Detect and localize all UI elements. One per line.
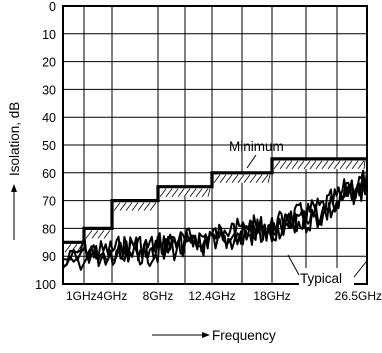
hatch-stroke: [97, 230, 105, 239]
hatch-stroke: [183, 188, 191, 197]
y-tick-label: 40: [42, 111, 56, 125]
hatch-stroke: [231, 174, 239, 184]
hatch-stroke: [249, 174, 257, 184]
hatch-clear: [214, 174, 270, 183]
x-axis-title: Frequency: [212, 328, 276, 343]
hatch-stroke: [345, 160, 353, 170]
hatch-stroke: [91, 230, 99, 239]
annotation-minimum: Minimum: [229, 139, 284, 154]
hatch-stroke: [279, 160, 287, 170]
hatch-stroke: [285, 160, 293, 170]
hatch-stroke: [339, 160, 347, 170]
hatch-stroke: [219, 174, 227, 184]
x-tick-label: 1GHz: [66, 289, 97, 303]
x-axis-arrow-head: [202, 332, 210, 338]
hatch-stroke: [261, 174, 269, 184]
hatch-stroke: [237, 174, 245, 184]
y-tick-label: 0: [49, 0, 56, 14]
hatch-stroke: [143, 202, 151, 211]
hatch-stroke: [309, 160, 317, 170]
annotation-typical-leader-right: [353, 261, 367, 278]
hatch-stroke: [207, 188, 211, 197]
plot-frame: [62, 5, 368, 285]
annotation-minimum-leader: [246, 154, 257, 169]
x-tick-label: 4GHz: [97, 289, 128, 303]
y-tick-label: 100: [35, 278, 56, 292]
hatch-stroke: [125, 202, 133, 211]
x-tick-label: 12.4GHz: [188, 289, 235, 303]
hatch-stroke: [177, 188, 185, 197]
annotation-typical-bg: [299, 268, 354, 286]
x-axis-title-group: Frequency: [152, 328, 276, 343]
hatch-stroke: [243, 174, 251, 184]
annotation-typical-leader-left: [287, 254, 300, 276]
hatch-stroke: [303, 160, 311, 170]
hatch-stroke: [351, 160, 359, 170]
series-minimum-line: [63, 157, 367, 244]
hatch-stroke: [189, 188, 197, 197]
hatch-stroke: [357, 160, 365, 170]
hatch-stroke: [159, 188, 167, 197]
hatch-clear: [160, 188, 210, 197]
tick-layer: 0 10 20 30 40 50 60 70 80 90 100 1GHz 4GHz 8GHz 12.4GH…: [35, 0, 382, 303]
y-tick-label: 30: [42, 83, 56, 97]
minimum-hatch-band: [64, 160, 366, 253]
hatch-stroke: [297, 160, 305, 170]
annotation-typical: Typical: [300, 271, 342, 286]
hatch-stroke: [64, 244, 72, 253]
hatch-stroke: [267, 174, 271, 183]
hatch-stroke: [315, 160, 323, 170]
hatch-stroke: [119, 202, 127, 211]
hatch-stroke: [131, 202, 139, 211]
hatch-stroke: [273, 160, 281, 170]
x-tick-label: 18GHz: [253, 289, 290, 303]
hatch-stroke: [137, 202, 145, 211]
hatch-stroke: [327, 160, 335, 170]
hatch-stroke: [195, 188, 203, 197]
y-axis-title-group: Isolation, dB: [7, 102, 22, 240]
y-tick-label: 50: [42, 139, 56, 153]
y-tick-label: 60: [42, 167, 56, 181]
x-tick-label: 8GHz: [143, 289, 174, 303]
y-axis-arrow-head: [11, 184, 17, 192]
hatch-stroke: [321, 160, 329, 170]
hatch-stroke: [165, 188, 173, 197]
hatch-stroke: [213, 174, 221, 184]
y-tick-label: 20: [42, 56, 56, 70]
y-tick-label: 10: [42, 28, 56, 42]
series-layer: [62, 157, 368, 271]
hatch-stroke: [333, 160, 341, 170]
hatch-stroke: [201, 188, 209, 197]
y-axis-title: Isolation, dB: [7, 102, 22, 176]
hatch-stroke: [225, 174, 233, 184]
series-typical-trace: [62, 179, 368, 271]
hatch-stroke: [255, 174, 263, 184]
hatch-stroke: [85, 230, 93, 239]
hatch-stroke: [171, 188, 179, 197]
y-tick-label: 90: [42, 250, 56, 264]
hatch-clear: [86, 230, 110, 239]
y-tick-label: 70: [42, 195, 56, 209]
hatch-stroke: [113, 202, 121, 211]
hatch-stroke: [103, 230, 111, 239]
hatch-stroke: [363, 160, 366, 169]
hatch-stroke: [149, 202, 157, 211]
y-tick-label: 80: [42, 222, 56, 236]
hatch-stroke: [291, 160, 299, 170]
x-tick-label: 26.5GHz: [335, 289, 382, 303]
